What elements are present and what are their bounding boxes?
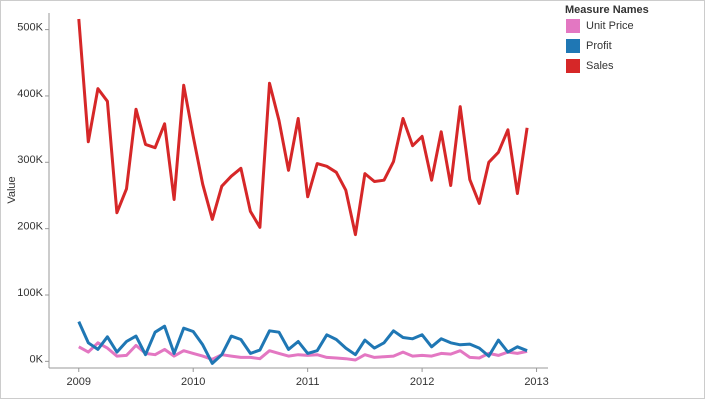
y-tick-label: 500K: [17, 21, 43, 33]
legend-title: Measure Names: [565, 4, 649, 16]
legend-swatch: [566, 59, 580, 73]
series-line: [77, 18, 529, 237]
legend-swatch: [566, 19, 580, 33]
y-tick-label: 200K: [17, 221, 43, 233]
x-tick-label: 2009: [67, 376, 91, 388]
y-tick-label: 400K: [17, 88, 43, 100]
series-line: [78, 341, 528, 362]
x-tick-label: 2012: [410, 376, 434, 388]
y-tick-label: 0K: [30, 353, 44, 365]
x-tick-label: 2013: [524, 376, 548, 388]
legend-label: Unit Price: [586, 20, 634, 32]
x-tick-label: 2010: [181, 376, 205, 388]
series-line: [77, 320, 528, 365]
legend-label: Sales: [586, 60, 614, 72]
legend-swatch: [566, 39, 580, 53]
y-axis-label: Value: [6, 176, 18, 203]
legend-label: Profit: [586, 40, 612, 52]
y-tick-label: 100K: [17, 287, 43, 299]
y-tick-label: 300K: [17, 154, 43, 166]
x-tick-label: 2011: [296, 376, 320, 388]
